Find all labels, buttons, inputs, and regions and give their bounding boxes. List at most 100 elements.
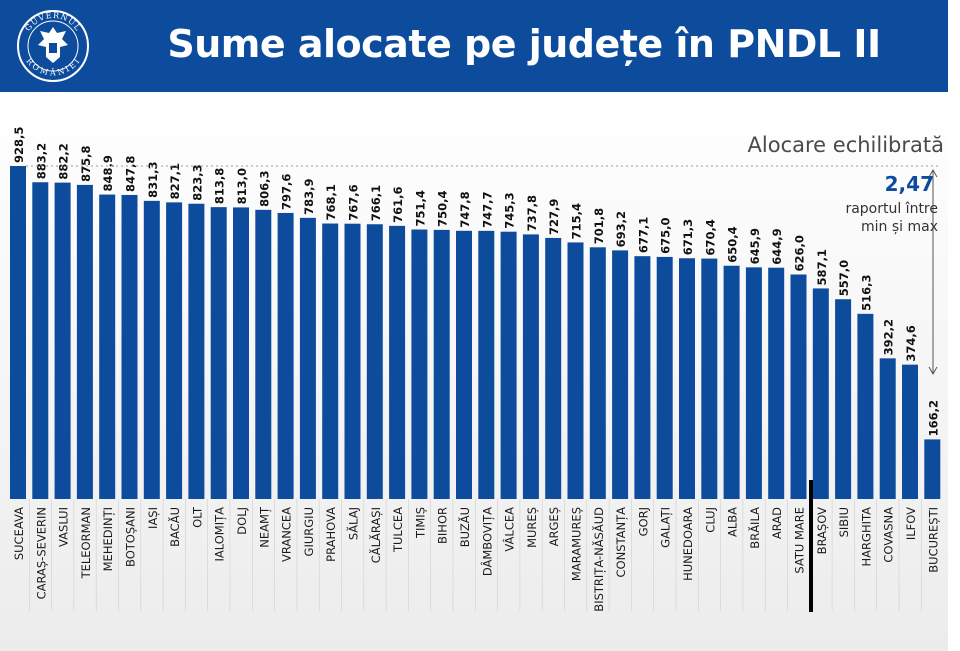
bar-24 (545, 237, 562, 499)
bar-35 (790, 274, 807, 499)
category-label-7: BACĂU (167, 507, 182, 547)
category-label-24: ARGEȘ (547, 507, 561, 546)
category-label-9: IALOMIȚA (213, 507, 227, 562)
value-label-16: 766,1 (369, 185, 383, 221)
category-label-3: TELEORMAN (79, 507, 93, 579)
bar-14 (322, 223, 339, 499)
value-label-9: 813,8 (213, 168, 227, 204)
value-label-38: 516,3 (859, 274, 873, 310)
bar-28 (634, 256, 651, 499)
value-label-19: 750,4 (436, 190, 450, 226)
value-label-37: 557,0 (837, 260, 851, 296)
ratio-value: 2,47 (884, 172, 934, 196)
value-label-7: 827,1 (168, 163, 182, 199)
category-label-22: VÂLCEA (502, 507, 517, 552)
value-label-2: 882,2 (57, 143, 71, 179)
value-label-26: 701,8 (592, 208, 606, 244)
value-label-31: 670,4 (703, 219, 717, 255)
header-bar: GUVERNUL ROMÂNIEI Sume alocate pe județe… (0, 0, 948, 92)
category-label-5: BOTOȘANI (124, 507, 138, 567)
bar-31 (701, 258, 718, 499)
value-label-28: 677,1 (636, 217, 650, 253)
value-label-4: 848,9 (101, 155, 115, 191)
value-label-3: 875,8 (79, 146, 93, 182)
bar-2 (54, 182, 71, 499)
ratio-caption: raportul între min și max (808, 200, 938, 236)
bar-16 (366, 224, 383, 499)
category-label-15: SĂLAJ (346, 507, 361, 540)
bar-13 (299, 217, 316, 499)
category-label-41: BUCUREȘTI (926, 507, 940, 573)
bar-0 (10, 166, 26, 499)
bar-29 (656, 256, 673, 499)
value-label-14: 768,1 (324, 184, 338, 220)
category-label-26: BISTRIȚA-NĂSĂUD (591, 507, 606, 612)
bar-27 (612, 250, 629, 499)
category-label-34: ARAD (770, 507, 784, 539)
value-label-18: 751,4 (413, 190, 427, 226)
value-label-25: 715,4 (570, 203, 584, 239)
bar-33 (745, 267, 762, 499)
category-label-33: BRĂILA (747, 507, 762, 549)
category-label-14: PRAHOVA (324, 507, 338, 562)
category-label-21: DÂMBOVIȚA (479, 507, 494, 576)
value-label-41: 166,2 (926, 400, 940, 436)
bar-3 (76, 184, 93, 499)
bar-7 (166, 202, 183, 499)
value-label-23: 737,8 (525, 195, 539, 231)
category-label-37: SIBIU (837, 507, 851, 537)
category-label-27: CONSTANȚA (614, 507, 628, 578)
category-label-39: COVASNA (882, 507, 896, 563)
bar-23 (522, 234, 539, 499)
bar-25 (567, 242, 584, 499)
value-label-30: 671,3 (681, 219, 695, 255)
value-label-33: 645,9 (748, 228, 762, 264)
category-label-19: BIHOR (436, 507, 450, 544)
value-label-24: 727,9 (547, 199, 561, 235)
value-label-29: 675,0 (659, 218, 673, 254)
bar-39 (879, 358, 896, 499)
category-label-1: CARAȘ-SEVERIN (34, 507, 48, 599)
value-label-1: 883,2 (34, 143, 48, 179)
value-label-34: 644,9 (770, 228, 784, 264)
bar-34 (768, 267, 785, 499)
value-label-6: 831,3 (146, 161, 160, 197)
bar-19 (433, 229, 450, 499)
value-label-0: 928,5 (12, 127, 26, 163)
category-label-23: MUREȘ (525, 507, 539, 548)
category-label-6: IAȘI (146, 507, 160, 529)
category-label-20: BUZĂU (457, 507, 472, 547)
category-label-30: HUNEDOARA (681, 507, 695, 581)
value-label-5: 847,8 (124, 156, 138, 192)
category-label-10: DOLJ (235, 507, 249, 535)
category-label-28: GORJ (636, 507, 650, 536)
bar-18 (411, 229, 428, 499)
bar-15 (344, 223, 361, 499)
category-label-31: CLUJ (703, 507, 717, 533)
bar-11 (255, 209, 272, 499)
value-label-15: 767,6 (347, 184, 361, 220)
bar-8 (188, 203, 205, 499)
value-label-35: 626,0 (793, 235, 807, 271)
page-title: Sume alocate pe județe în PNDL II (167, 22, 881, 66)
bar-22 (500, 231, 517, 499)
balanced-allocation-label: Alocare echilibrată (747, 133, 944, 157)
bar-21 (478, 230, 495, 499)
category-label-25: MARAMUREȘ (570, 507, 584, 581)
bar-5 (121, 194, 138, 499)
ratio-caption-line-2: min și max (861, 219, 938, 235)
bar-1 (32, 182, 49, 499)
category-label-8: OLT (190, 506, 204, 528)
category-label-32: ALBA (726, 507, 740, 537)
value-label-8: 823,3 (190, 164, 204, 200)
value-label-17: 761,6 (391, 186, 405, 222)
value-label-20: 747,8 (458, 191, 472, 227)
bar-12 (277, 212, 294, 500)
ratio-arrow-head-top (928, 168, 938, 178)
value-label-39: 392,2 (882, 319, 896, 355)
category-label-35: SATU MARE (793, 507, 807, 574)
bar-10 (233, 207, 249, 499)
bar-36 (812, 288, 829, 499)
value-label-10: 813,0 (235, 168, 249, 204)
category-label-11: NEAMȚ (257, 506, 271, 548)
